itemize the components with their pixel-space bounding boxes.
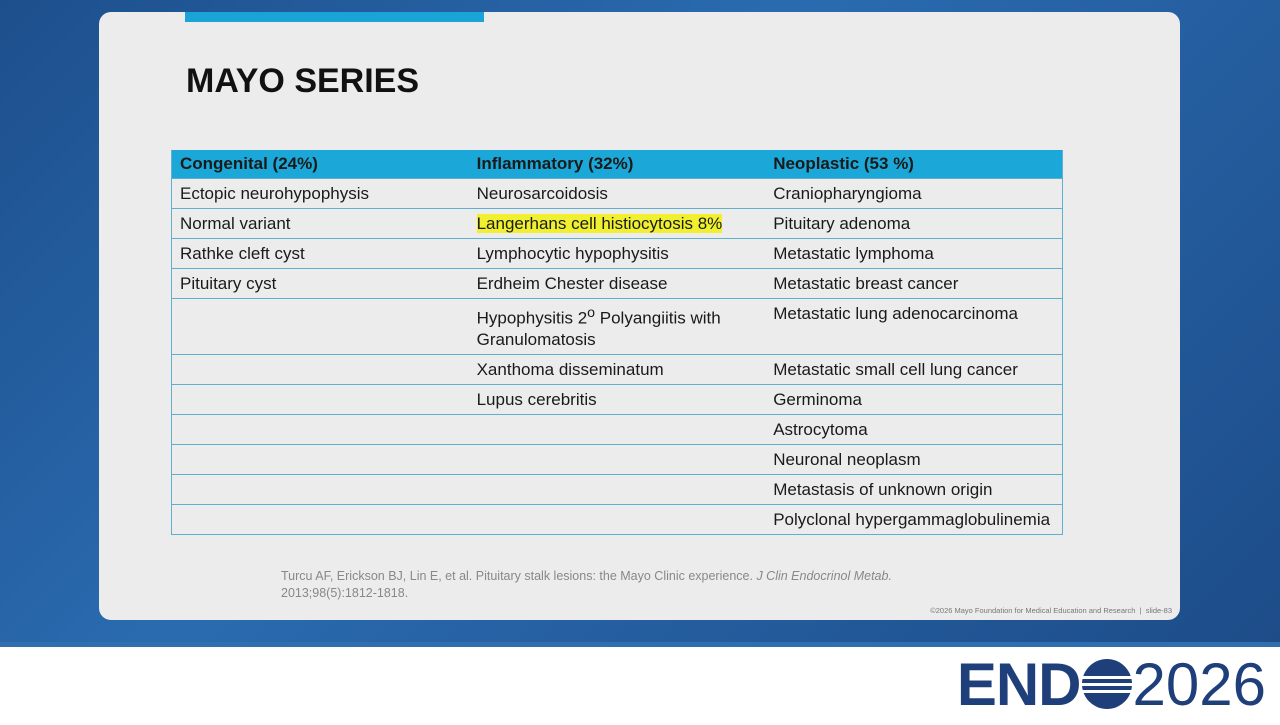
cell-text: Metastatic lymphoma bbox=[773, 244, 934, 263]
header-row: Congenital (24%) Inflammatory (32%) Neop… bbox=[171, 150, 1063, 179]
table-cell: Metastatic breast cancer bbox=[765, 268, 1063, 299]
logo-year: 2026 bbox=[1132, 650, 1266, 718]
table-cell: Polyclonal hypergammaglobulinemia bbox=[765, 503, 1063, 535]
table-row: Normal variant Langerhans cell histiocyto… bbox=[171, 208, 1063, 239]
table-row: Astrocytoma bbox=[171, 413, 1063, 445]
slide: MAYO SERIES Congenital (24%) Inflammator… bbox=[99, 12, 1180, 620]
cell-text: Xanthoma disseminatum bbox=[476, 359, 664, 379]
table-cell bbox=[171, 443, 469, 475]
cell-text: Metastatic lung adenocarcinoma bbox=[773, 304, 1018, 323]
logo-globe bbox=[1080, 659, 1133, 709]
table-cell: Neurosarcoidosis bbox=[468, 178, 766, 209]
table-cell bbox=[468, 473, 766, 505]
table-cell: Langerhans cell histiocytosis 8% bbox=[468, 208, 766, 239]
table-cell bbox=[468, 503, 766, 535]
cell-text: Lupus cerebritis bbox=[476, 389, 597, 409]
table-cell bbox=[468, 413, 766, 445]
table-row: Neuronal neoplasm bbox=[171, 443, 1063, 475]
table-body: Ectopic neurohypophysis Neurosarcoidosis C… bbox=[171, 178, 1063, 535]
table-cell bbox=[171, 353, 469, 385]
cell-text: Metastatic small cell lung cancer bbox=[773, 359, 1018, 379]
cell-text: Germinoma bbox=[773, 389, 863, 409]
cell-text: Ectopic neurohypophysis bbox=[180, 184, 370, 203]
table-cell: Ectopic neurohypophysis bbox=[171, 178, 469, 209]
table-cell: Germinoma bbox=[765, 383, 1063, 415]
table-cell: Erdheim Chester disease bbox=[468, 268, 766, 299]
table-cell: Normal variant bbox=[171, 208, 469, 239]
table-cell: Lupus cerebritis bbox=[468, 383, 766, 415]
copyright: ©2026 Mayo Foundation for Medical Educat… bbox=[930, 606, 1136, 615]
table-cell: Metastatic small cell lung cancer bbox=[765, 353, 1063, 385]
cell-text: Langerhans cell histiocytosis 8% bbox=[476, 214, 723, 233]
table: Congenital (24%) Inflammatory (32%) Neop… bbox=[171, 150, 1063, 535]
table-row: Hypophysitis 2o Polyangiitis with Granul… bbox=[171, 298, 1063, 355]
table-row: Rathke cleft cyst Lymphocytic hypophysiti… bbox=[171, 238, 1063, 269]
table-cell bbox=[171, 413, 469, 445]
table-cell bbox=[171, 473, 469, 505]
table-row: Ectopic neurohypophysis Neurosarcoidosis C… bbox=[171, 178, 1063, 209]
cell-text: Metastatic breast cancer bbox=[773, 274, 959, 293]
cell-text: Rathke cleft cyst bbox=[180, 244, 305, 263]
table-cell: Metastatic lymphoma bbox=[765, 238, 1063, 269]
slide-title: MAYO SERIES bbox=[186, 62, 420, 100]
table-cell: Neuronal neoplasm bbox=[765, 443, 1063, 475]
slide-number: slide-83 bbox=[1145, 606, 1172, 615]
cell-text: Pituitary cyst bbox=[180, 274, 277, 293]
table-cell: Metastatic lung adenocarcinoma bbox=[765, 298, 1063, 355]
footer: ©2026 Mayo Foundation for Medical Educat… bbox=[930, 606, 1172, 615]
table-cell: Lymphocytic hypophysitis bbox=[468, 238, 766, 269]
header-cell: Neoplastic (53 %) bbox=[765, 150, 1063, 179]
cell-text: Hypophysitis 2 bbox=[476, 308, 588, 328]
table-cell bbox=[468, 443, 766, 475]
cell-text: Metastasis of unknown origin bbox=[773, 479, 993, 499]
table-row: Polyclonal hypergammaglobulinemia bbox=[171, 503, 1063, 535]
cell-text: Polyangiitis with Granulomatosis bbox=[476, 308, 721, 349]
superscript: o bbox=[587, 305, 596, 321]
cell-text: Normal variant bbox=[180, 214, 291, 233]
table-cell: Xanthoma disseminatum bbox=[468, 353, 766, 385]
table-cell: Astrocytoma bbox=[765, 413, 1063, 445]
table-cell bbox=[171, 383, 469, 415]
header-cell: Inflammatory (32%) bbox=[468, 150, 766, 179]
table-row: Metastasis of unknown origin bbox=[171, 473, 1063, 505]
cell-text: Polyclonal hypergammaglobulinemia bbox=[773, 509, 1051, 529]
logo: END 2026 bbox=[957, 651, 1266, 718]
table-cell bbox=[171, 503, 469, 535]
header-cell: Congenital (24%) bbox=[171, 150, 469, 179]
table-cell: Pituitary adenoma bbox=[765, 208, 1063, 239]
table-cell: Hypophysitis 2o Polyangiitis with Granul… bbox=[468, 298, 766, 355]
table-row: Xanthoma disseminatum Metastatic small ce… bbox=[171, 353, 1063, 385]
table-cell bbox=[171, 298, 469, 355]
cell-text: Lymphocytic hypophysitis bbox=[476, 244, 669, 263]
cell-text: Craniopharyngioma bbox=[773, 184, 922, 203]
bottom-band bbox=[0, 642, 1280, 725]
cell-text: Erdheim Chester disease bbox=[476, 274, 668, 293]
table-cell: Rathke cleft cyst bbox=[171, 238, 469, 269]
logo-text: END bbox=[956, 650, 1082, 718]
table-cell: Metastasis of unknown origin bbox=[765, 473, 1063, 505]
table-cell: Craniopharyngioma bbox=[765, 178, 1063, 209]
table-cell: Pituitary cyst bbox=[171, 268, 469, 299]
cell-text: Neurosarcoidosis bbox=[476, 184, 608, 203]
citation-text: Turcu AF, Erickson BJ, Lin E, et al. Pit… bbox=[281, 569, 753, 583]
table-row: Lupus cerebritis Germinoma bbox=[171, 383, 1063, 415]
cell-text: Astrocytoma bbox=[773, 419, 868, 439]
citation-details: 2013;98(5):1812-1818. bbox=[281, 586, 409, 600]
table-row: Pituitary cyst Erdheim Chester disease Met… bbox=[171, 268, 1063, 299]
cell-text: Pituitary adenoma bbox=[773, 214, 911, 233]
citation-journal: J Clin Endocrinol Metab. bbox=[756, 569, 892, 583]
accent-bar bbox=[185, 12, 484, 22]
citation: Turcu AF, Erickson BJ, Lin E, et al. Pit… bbox=[281, 568, 981, 602]
cell-text: Neuronal neoplasm bbox=[773, 449, 921, 469]
